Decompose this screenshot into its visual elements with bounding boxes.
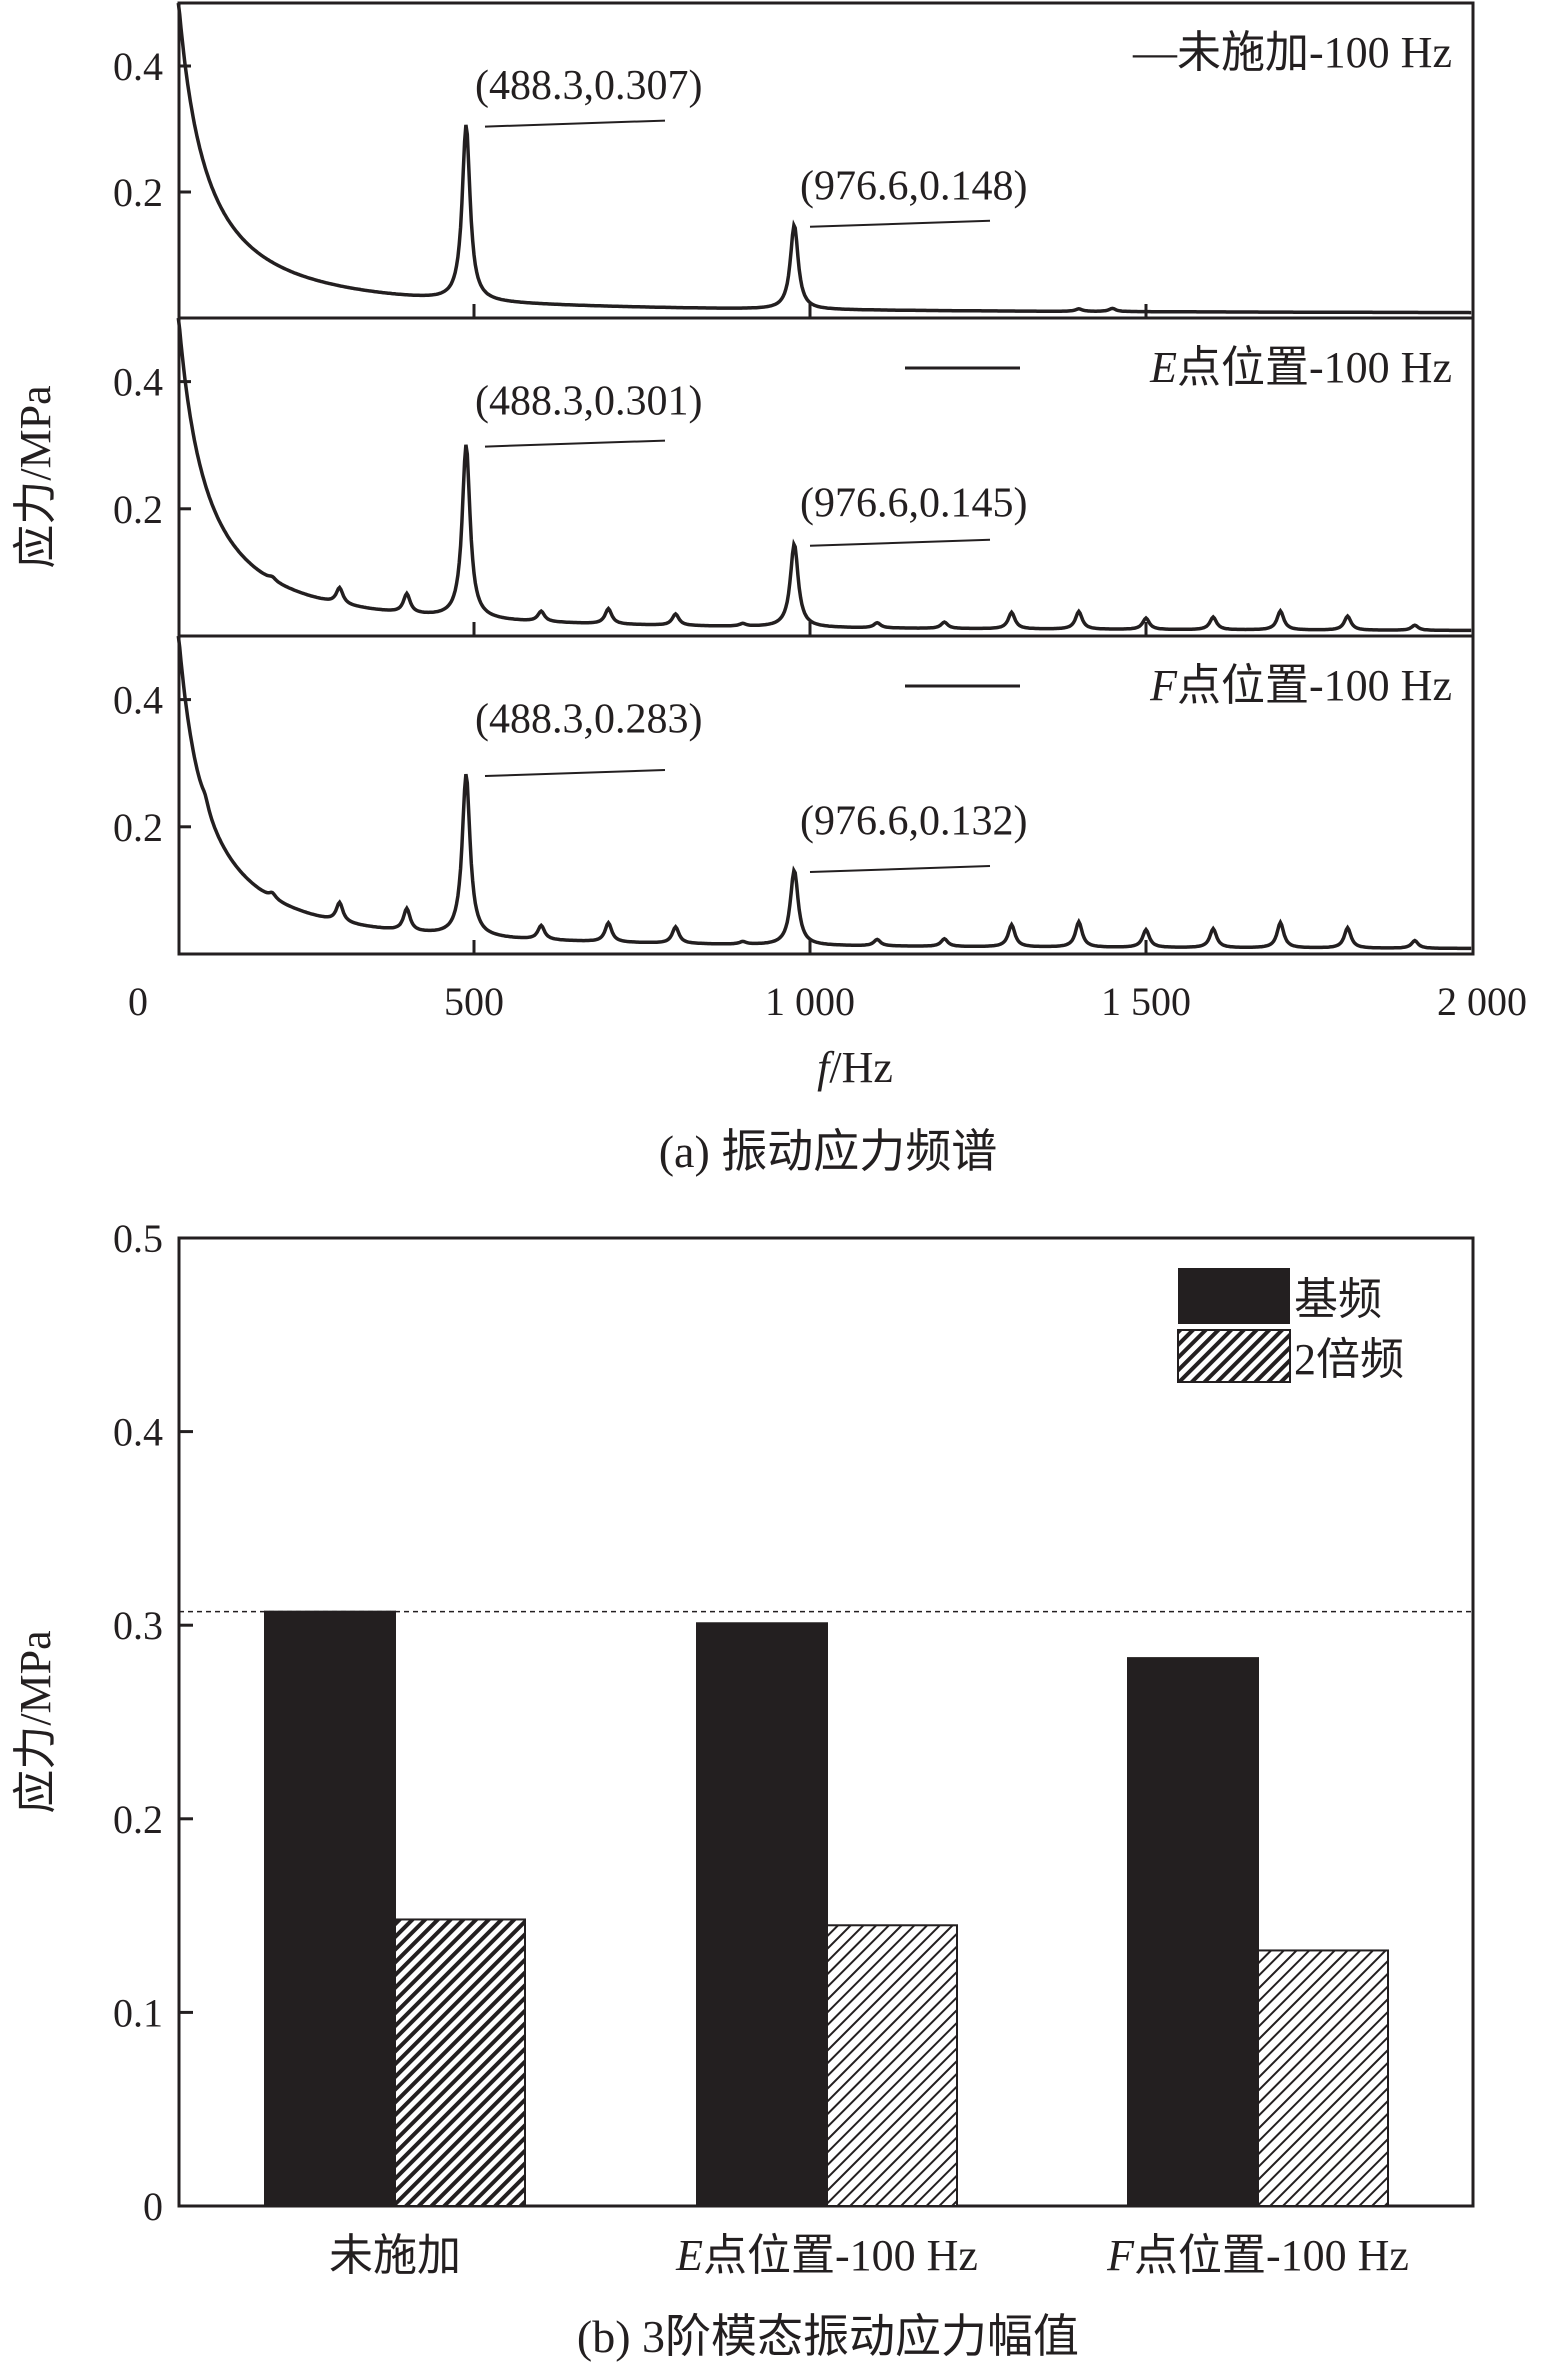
legend-swatch-fundamental: [1178, 1268, 1290, 1324]
category-label-text: 点位置-100 Hz: [703, 2231, 978, 2280]
x-label-unit: /Hz: [829, 1043, 893, 1092]
legend-label: —未施加-100 Hz: [1132, 28, 1452, 77]
bar-fundamental: [264, 1610, 396, 2207]
category-label: E点位置-100 Hz: [675, 2231, 978, 2280]
y-tick-label: 0.4: [113, 1410, 163, 1455]
x-tick-label: 1 000: [765, 979, 855, 1024]
y-tick-label: 0: [143, 2184, 163, 2229]
legend-label: E点位置-100 Hz: [1149, 343, 1452, 392]
category-label: F点位置-100 Hz: [1106, 2231, 1409, 2280]
spectrum-panels: 0.2 0.4 —未施加-100 Hz (488.3,0.307) (976.6,0.1…: [113, 1, 1475, 956]
legend-label-italic: F: [1149, 661, 1178, 710]
category-label-text: 点位置-100 Hz: [1134, 2231, 1409, 2280]
annotation-leader: [484, 119, 666, 128]
bar-y-axis-label: 应力/MPa: [11, 1630, 60, 1813]
plot-frame: [177, 634, 1475, 956]
category-label-italic: F: [1106, 2231, 1135, 2280]
y-tick-label: 0.4: [113, 44, 163, 89]
legend-label-text: 点位置-100 Hz: [1177, 343, 1452, 392]
x-tick-label: 500: [444, 979, 504, 1024]
y-tick-label: 0.5: [113, 1216, 163, 1261]
spectrum-panel-2: 0.2 0.4 E点位置-100 Hz (488.3,0.301) (976.6,0.1…: [113, 316, 1475, 638]
annotation-leader: [484, 439, 666, 448]
bar-fundamental: [696, 1622, 828, 2208]
y-tick-label: 0.2: [113, 487, 163, 532]
x-tick-label: 1 500: [1101, 979, 1191, 1024]
annotation-leader: [809, 538, 991, 547]
legend-label-fundamental: 基频: [1294, 1275, 1382, 1324]
legend-label-double: 2倍频: [1294, 1335, 1404, 1384]
y-tick-label: 0.3: [113, 1603, 163, 1648]
category-label-text: 未施加: [329, 2231, 461, 2280]
spectrum-panel-1: 0.2 0.4 —未施加-100 Hz (488.3,0.307) (976.6,0.1…: [113, 1, 1475, 320]
annotation-leader: [809, 219, 991, 228]
legend-label-italic: E: [1149, 343, 1177, 392]
caption-a: (a) 振动应力频谱: [659, 1126, 998, 1177]
spectrum-x-axis-label: f/Hz: [817, 1043, 893, 1092]
y-tick-label: 0.4: [113, 360, 163, 405]
peak-annotation: (488.3,0.301): [475, 379, 702, 425]
annotation-leader: [484, 769, 666, 778]
x-tick-label: 2 000: [1437, 979, 1527, 1024]
peak-annotation: (976.6,0.148): [800, 164, 1027, 210]
bar-fundamental: [1127, 1657, 1259, 2208]
bar-legend: 基频 2倍频: [1177, 1268, 1404, 1384]
y-tick-label: 0.1: [113, 1990, 163, 2035]
x-tick-label: 0: [128, 979, 148, 1024]
spectrum-line: [176, 317, 1472, 633]
bar-double-frequency: [826, 1924, 958, 2208]
spectrum-line: [176, 2, 1472, 315]
y-tick-label: 0.2: [113, 170, 163, 215]
y-tick-label: 0.2: [113, 1797, 163, 1842]
spectrum-y-axis-label: 应力/MPa: [11, 385, 60, 568]
category-label-italic: E: [675, 2231, 703, 2280]
category-label: 未施加: [329, 2231, 461, 2280]
spectrum-panel-3: 0.2 0.4 F点位置-100 Hz (488.3,0.283) (976.6,0.1…: [113, 634, 1475, 956]
peak-annotation: (976.6,0.145): [800, 480, 1027, 526]
peak-annotation: (488.3,0.307): [475, 63, 702, 109]
legend-label: F点位置-100 Hz: [1149, 661, 1452, 710]
spectrum-x-tick-labels: 0 500 1 000 1 500 2 000: [128, 979, 1527, 1024]
peak-annotation: (976.6,0.132): [800, 798, 1027, 844]
legend-swatch-double: [1177, 1329, 1291, 1383]
y-tick-label: 0.2: [113, 805, 163, 850]
spectrum-line: [176, 635, 1472, 951]
peak-annotation: (488.3,0.283): [475, 697, 702, 743]
legend-label-text: 点位置-100 Hz: [1177, 661, 1452, 710]
bar-double-frequency: [1257, 1949, 1389, 2207]
annotation-leader: [809, 865, 991, 874]
bar-double-frequency: [394, 1918, 526, 2208]
caption-b: (b) 3阶模态振动应力幅值: [577, 2311, 1079, 2362]
y-tick-label: 0.4: [113, 678, 163, 723]
